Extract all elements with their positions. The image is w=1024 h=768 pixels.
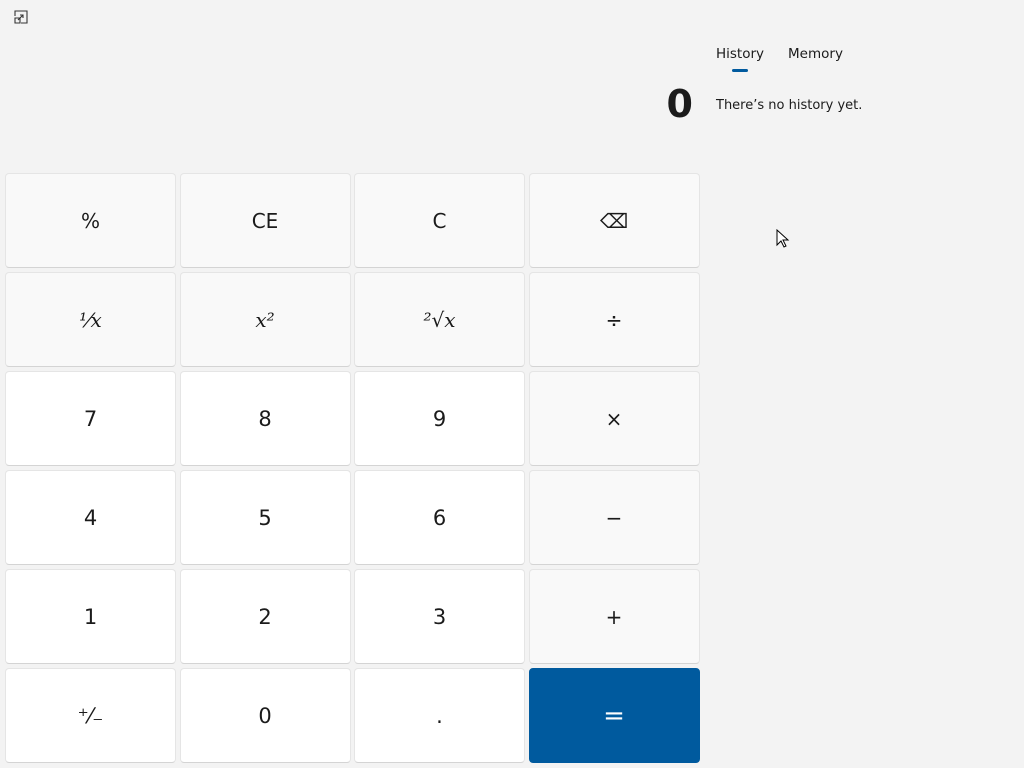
key-label: % [80, 208, 100, 233]
history-empty-message: There’s no history yet. [716, 98, 863, 113]
six-button[interactable]: 6 [354, 470, 525, 565]
key-label: x² [255, 307, 275, 332]
square-root-button[interactable]: ²√x [354, 272, 525, 367]
key-label: = [603, 700, 625, 731]
decimal-button[interactable]: . [354, 668, 525, 763]
eight-button[interactable]: 8 [179, 371, 351, 466]
key-label: 4 [83, 505, 98, 530]
key-label: C [432, 208, 447, 233]
keep-on-top-button[interactable] [12, 8, 30, 26]
tab-history[interactable]: History [716, 46, 764, 72]
result-display: 0 [666, 82, 693, 126]
key-label: 2 [258, 604, 272, 629]
key-label: 0 [258, 703, 272, 728]
one-button[interactable]: 1 [5, 569, 176, 664]
tab-memory[interactable]: Memory [788, 46, 843, 62]
zero-button[interactable]: 0 [179, 668, 351, 763]
plus-button[interactable]: + [528, 569, 700, 664]
minus-button[interactable]: − [528, 470, 700, 565]
key-label: ¹⁄x [79, 307, 102, 332]
key-label: . [436, 703, 443, 728]
two-button[interactable]: 2 [179, 569, 351, 664]
divide-button[interactable]: ÷ [528, 272, 700, 367]
clear-button[interactable]: C [354, 173, 525, 268]
key-label: 9 [432, 406, 447, 431]
four-button[interactable]: 4 [5, 470, 176, 565]
multiply-button[interactable]: × [528, 371, 700, 466]
reciprocal-button[interactable]: ¹⁄x [5, 272, 176, 367]
keep-on-top-icon [14, 10, 28, 24]
key-label: 1 [83, 604, 98, 629]
equals-button[interactable]: = [528, 668, 700, 763]
key-label: ⁺⁄₋ [77, 703, 104, 728]
panel-tabs: History Memory [716, 46, 843, 72]
key-label: 5 [258, 505, 272, 530]
key-label: ⌫ [599, 208, 629, 233]
key-label: ²√x [423, 307, 456, 332]
backspace-button[interactable]: ⌫ [528, 173, 700, 268]
key-label: + [605, 604, 623, 629]
keypad: % CE C ⌫ ¹⁄x x² ²√x ÷ 7 8 9 × 4 5 6 − 1 2 3 + ⁺⁄₋ 0. = [5, 173, 700, 763]
square-button[interactable]: x² [179, 272, 351, 367]
key-label: 6 [432, 505, 447, 530]
key-label: − [605, 505, 623, 530]
negate-button[interactable]: ⁺⁄₋ [5, 668, 176, 763]
seven-button[interactable]: 7 [5, 371, 176, 466]
nine-button[interactable]: 9 [354, 371, 525, 466]
key-label: CE [251, 208, 279, 233]
key-label: 3 [432, 604, 447, 629]
key-label: × [605, 406, 623, 431]
key-label: ÷ [605, 307, 623, 332]
percent-button[interactable]: % [5, 173, 176, 268]
key-label: 7 [83, 406, 98, 431]
key-label: 8 [258, 406, 272, 431]
five-button[interactable]: 5 [179, 470, 351, 565]
three-button[interactable]: 3 [354, 569, 525, 664]
clear-entry-button[interactable]: CE [179, 173, 351, 268]
mouse-cursor-icon [776, 229, 790, 248]
